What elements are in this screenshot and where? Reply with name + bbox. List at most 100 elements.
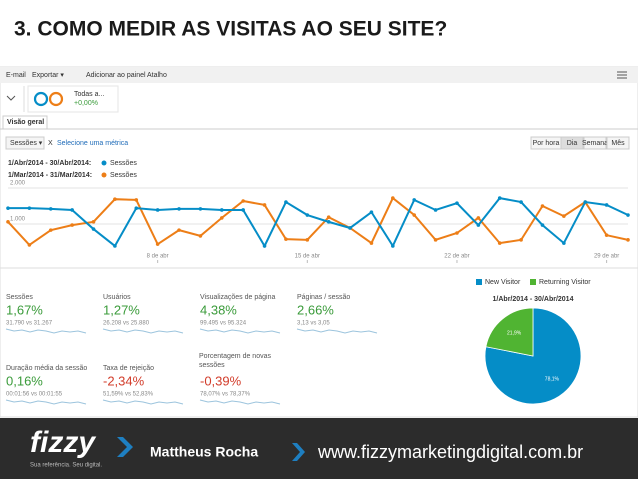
metric-compare: 3,13 vs 3,05 — [297, 321, 330, 327]
toolbar-item[interactable]: Atalho — [147, 72, 167, 79]
point — [48, 228, 53, 232]
tagline: Sua referência. Seu digital. — [30, 463, 102, 469]
point — [626, 213, 630, 217]
toolbar-item[interactable]: Adicionar ao painel — [86, 72, 146, 79]
point — [134, 206, 139, 210]
toolbar-item[interactable]: E-mail — [6, 72, 26, 79]
x-tick-label: 8 de abr — [147, 254, 169, 260]
segment-box[interactable] — [27, 85, 119, 113]
metric-change: 0,16% — [6, 373, 43, 388]
segment-name: Todas a... — [74, 91, 104, 98]
metric-change: 1,67% — [6, 302, 43, 317]
point — [391, 196, 395, 200]
metric-compare: 31.790 vs 31.267 — [6, 321, 53, 327]
metric-link[interactable]: Selecione uma métrica — [57, 140, 128, 147]
chevron[interactable] — [6, 95, 16, 101]
logo: fizzy — [30, 426, 96, 459]
point — [412, 198, 417, 202]
point — [540, 204, 545, 208]
point — [497, 241, 502, 245]
metric-label: Sessões — [6, 294, 33, 301]
metric-compare: 26.208 vs 25.880 — [103, 321, 150, 327]
metric-change: 2,66% — [297, 302, 334, 317]
point — [198, 234, 203, 238]
point — [134, 198, 139, 202]
metric-label-text: Porcentagem de novas sessões — [199, 353, 271, 369]
sparkline — [5, 399, 87, 405]
metric-compare: 00:01:56 vs 00:01:55 — [6, 392, 63, 398]
metric-compare: 99.495 vs 95.324 — [200, 321, 247, 327]
legend-swatch — [101, 172, 107, 178]
point — [412, 213, 417, 217]
metric-close[interactable]: X — [48, 140, 53, 147]
point — [70, 208, 74, 212]
x-tick-label: 29 de abr — [594, 254, 619, 260]
granularity-label[interactable]: Mês — [611, 140, 625, 147]
point — [48, 207, 53, 211]
line-chart: 1/Abr/2014 - 30/Abr/2014: Sessões 1/Mar/20… — [6, 160, 630, 263]
granularity-button[interactable] — [583, 136, 607, 150]
point — [562, 214, 566, 218]
sparkline — [102, 328, 184, 334]
tab-label[interactable]: Visão geral — [7, 119, 44, 126]
metric-compare: 78,07% vs 78,37% — [200, 392, 251, 398]
toolbar-item[interactable]: Exportar ▾ — [32, 72, 64, 79]
point — [284, 237, 288, 241]
point — [540, 223, 545, 227]
point — [27, 243, 32, 247]
metric-label: Visualizações de página — [200, 294, 275, 301]
point — [476, 223, 481, 227]
point — [219, 216, 224, 220]
x-tick-label: 15 de abr — [295, 254, 320, 260]
metric-change: -2,34% — [103, 373, 145, 388]
segment-change: +0,00% — [74, 100, 98, 107]
menu-icon[interactable] — [617, 71, 627, 79]
y-tick-label: 2.000 — [10, 181, 26, 187]
legend-range: 1/Abr/2014 - 30/Abr/2014: — [8, 160, 91, 167]
granularity-label[interactable]: Semana — [582, 140, 608, 147]
legend-swatch — [530, 279, 536, 285]
point — [219, 208, 224, 212]
metric-change: 4,38% — [200, 302, 237, 317]
legend-swatch — [476, 279, 482, 285]
point — [497, 196, 502, 200]
pie-title: 1/Abr/2014 - 30/Abr/2014 — [493, 296, 574, 303]
segment-icon — [33, 91, 49, 107]
sparkline — [199, 399, 281, 405]
author: Mattheus Rocha — [150, 444, 258, 460]
series-line — [7, 196, 629, 247]
metric-label: Duração média da sessão — [6, 365, 87, 372]
granularity-button[interactable] — [606, 136, 630, 150]
point — [113, 197, 117, 201]
point — [455, 201, 459, 205]
point — [476, 216, 481, 220]
sparkline — [296, 328, 378, 334]
point — [519, 238, 523, 242]
granularity-button[interactable] — [560, 136, 584, 150]
point — [391, 244, 395, 248]
chevron-icon — [292, 443, 305, 461]
series-line — [8, 197, 629, 249]
slice-label: 21,9% — [507, 330, 522, 336]
point — [198, 207, 203, 211]
toolbar — [0, 67, 638, 83]
granularity-label[interactable]: Dia — [567, 140, 578, 147]
metric-change: -0,39% — [200, 373, 242, 388]
metric-label: Usuários — [103, 294, 131, 301]
point — [583, 200, 588, 204]
point — [155, 208, 160, 212]
metric-select[interactable] — [5, 136, 45, 150]
sparkline — [199, 328, 281, 334]
metric-label: Páginas / sessão — [297, 294, 350, 301]
metric-label: Porcentagem de novas sessões — [199, 353, 271, 369]
point — [455, 231, 459, 235]
point — [177, 228, 181, 232]
point — [604, 203, 609, 207]
granularity-label[interactable]: Por hora — [533, 140, 560, 147]
sparkline — [5, 328, 87, 334]
point — [305, 238, 310, 242]
pie-chart: New Visitor Returning Visitor 1/Abr/2014 -… — [476, 279, 591, 405]
metric-select-label[interactable]: Sessões ▾ — [10, 140, 43, 147]
metric-label: Taxa de rejeição — [103, 365, 154, 372]
